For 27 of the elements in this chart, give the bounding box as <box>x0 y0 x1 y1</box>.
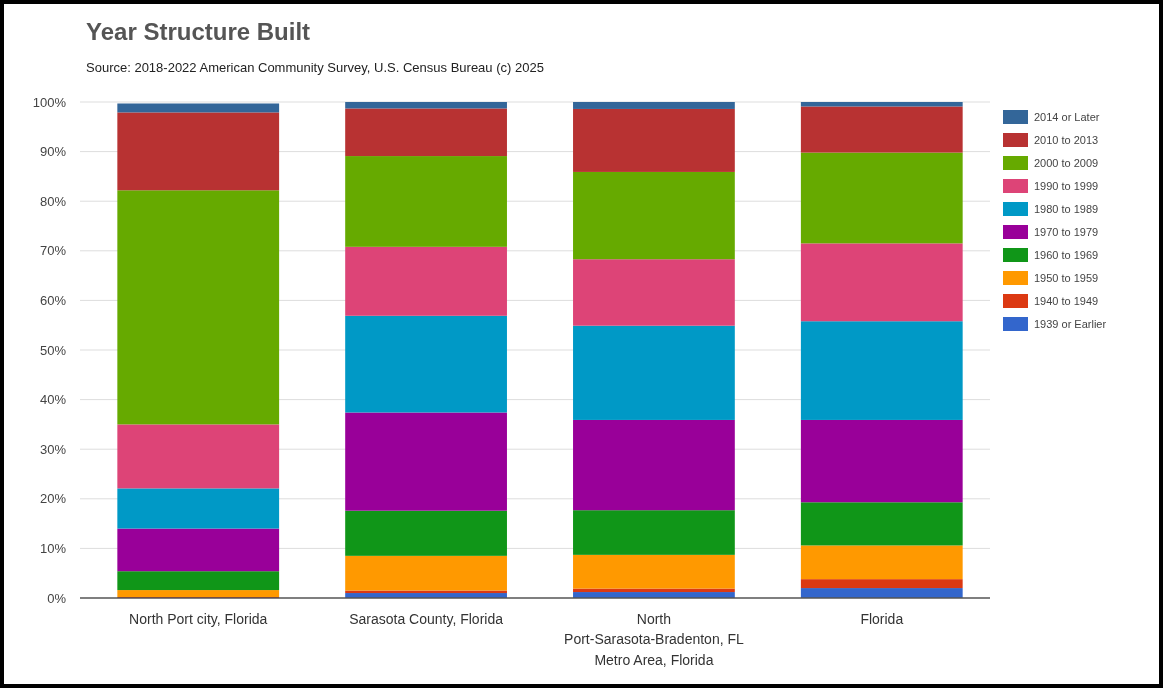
legend-label: 1990 to 1999 <box>1034 180 1099 192</box>
y-tick-label: 100% <box>32 94 67 110</box>
x-tick-label: Florida <box>860 610 904 627</box>
y-tick-label: 90% <box>39 144 67 160</box>
chart-title: Year Structure Built <box>86 18 311 45</box>
legend-label: 1960 to 1969 <box>1034 249 1099 261</box>
y-tick-label: 40% <box>39 392 67 408</box>
legend-label: 1950 to 1959 <box>1034 272 1099 284</box>
x-tick-label: North Port city, Florida <box>129 610 268 627</box>
legend-label: 2010 to 2013 <box>1034 134 1099 146</box>
legend-label: 1939 or Earlier <box>1034 318 1107 330</box>
y-tick-label: 70% <box>39 243 67 259</box>
y-tick-label: 20% <box>39 491 67 507</box>
x-tick-label: Sarasota County, Florida <box>349 610 504 627</box>
y-tick-label: 0% <box>47 590 67 606</box>
y-tick-label: 80% <box>39 193 67 209</box>
chart-subtitle: Source: 2018-2022 American Community Survey, U.S. Census Bureau (c) 2025 <box>86 60 544 75</box>
y-tick-label: 50% <box>39 342 67 358</box>
legend-label: 1980 to 1989 <box>1034 203 1099 215</box>
legend-label: 1970 to 1979 <box>1034 226 1099 238</box>
legend-label: 2000 to 2009 <box>1034 157 1099 169</box>
y-tick-label: 60% <box>39 293 67 309</box>
x-tick-label: North Port-Sarasota-Bradenton, FL Metro Area, Florida <box>564 610 745 668</box>
y-tick-label: 10% <box>39 541 67 557</box>
legend-label: 1940 to 1949 <box>1034 295 1099 307</box>
legend-label: 2014 or Later <box>1034 111 1100 123</box>
y-tick-label: 30% <box>39 441 67 457</box>
